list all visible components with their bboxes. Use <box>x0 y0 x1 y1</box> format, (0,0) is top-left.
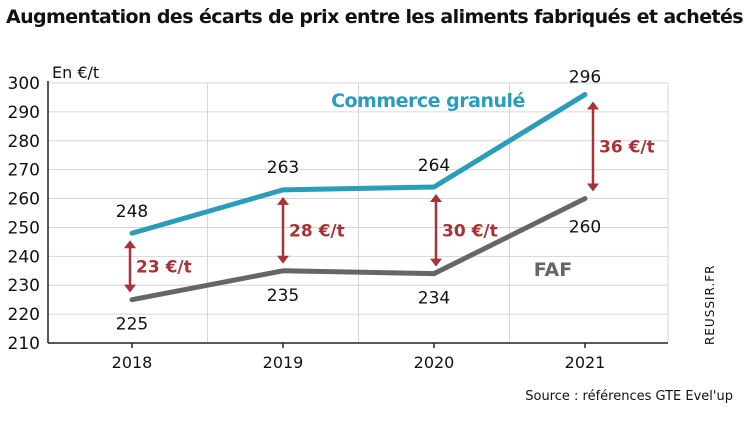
data-label-faf: 260 <box>569 218 601 238</box>
gap-annotation: 30 €/t <box>442 221 498 241</box>
x-tick-label: 2018 <box>112 353 153 372</box>
data-label-faf: 235 <box>267 286 299 306</box>
gap-arrow-head-down <box>587 183 599 192</box>
y-tick-label: 210 <box>8 334 40 354</box>
data-label-commerce: 248 <box>116 202 148 222</box>
data-label-commerce: 296 <box>569 68 601 88</box>
gap-arrow-head-down <box>430 258 442 267</box>
gap-arrow-head-up <box>124 240 136 249</box>
gap-arrow-head-down <box>277 255 289 264</box>
data-label-faf: 225 <box>116 315 148 335</box>
gap-arrow-head-down <box>124 284 136 293</box>
y-tick-label: 230 <box>8 276 40 296</box>
y-tick-label: 280 <box>8 132 40 152</box>
y-tick-label: 290 <box>8 103 40 123</box>
gap-annotation: 36 €/t <box>599 138 655 158</box>
y-tick-label: 300 <box>8 74 40 94</box>
x-tick-label: 2019 <box>263 353 304 372</box>
x-tick-label: 2021 <box>565 353 606 372</box>
source-note: Source : références GTE Evel'up <box>525 389 733 404</box>
gap-arrow-head-up <box>430 194 442 202</box>
y-tick-label: 220 <box>8 305 40 325</box>
x-tick-label: 2020 <box>414 353 455 372</box>
y-tick-label: 240 <box>8 247 40 267</box>
y-tick-label: 260 <box>8 190 40 210</box>
y-axis-label: En €/t <box>52 63 99 82</box>
gap-arrow-head-up <box>587 101 599 110</box>
data-label-commerce: 263 <box>267 158 299 178</box>
series-line-commerce <box>129 92 588 236</box>
data-label-commerce: 264 <box>418 156 450 176</box>
chart-title: Augmentation des écarts de prix entre le… <box>6 6 744 28</box>
publisher-credit: REUSSIR.FR <box>703 264 717 345</box>
y-tick-label: 270 <box>8 161 40 181</box>
series-name-faf: FAF <box>534 259 572 281</box>
gap-annotation: 28 €/t <box>289 221 345 241</box>
y-tick-label: 250 <box>8 218 40 238</box>
data-label-faf: 234 <box>418 289 450 309</box>
gap-arrow-head-up <box>277 196 289 205</box>
gap-annotation: 23 €/t <box>136 257 192 277</box>
series-name-commerce: Commerce granulé <box>331 90 525 112</box>
series-line-faf <box>129 196 588 303</box>
